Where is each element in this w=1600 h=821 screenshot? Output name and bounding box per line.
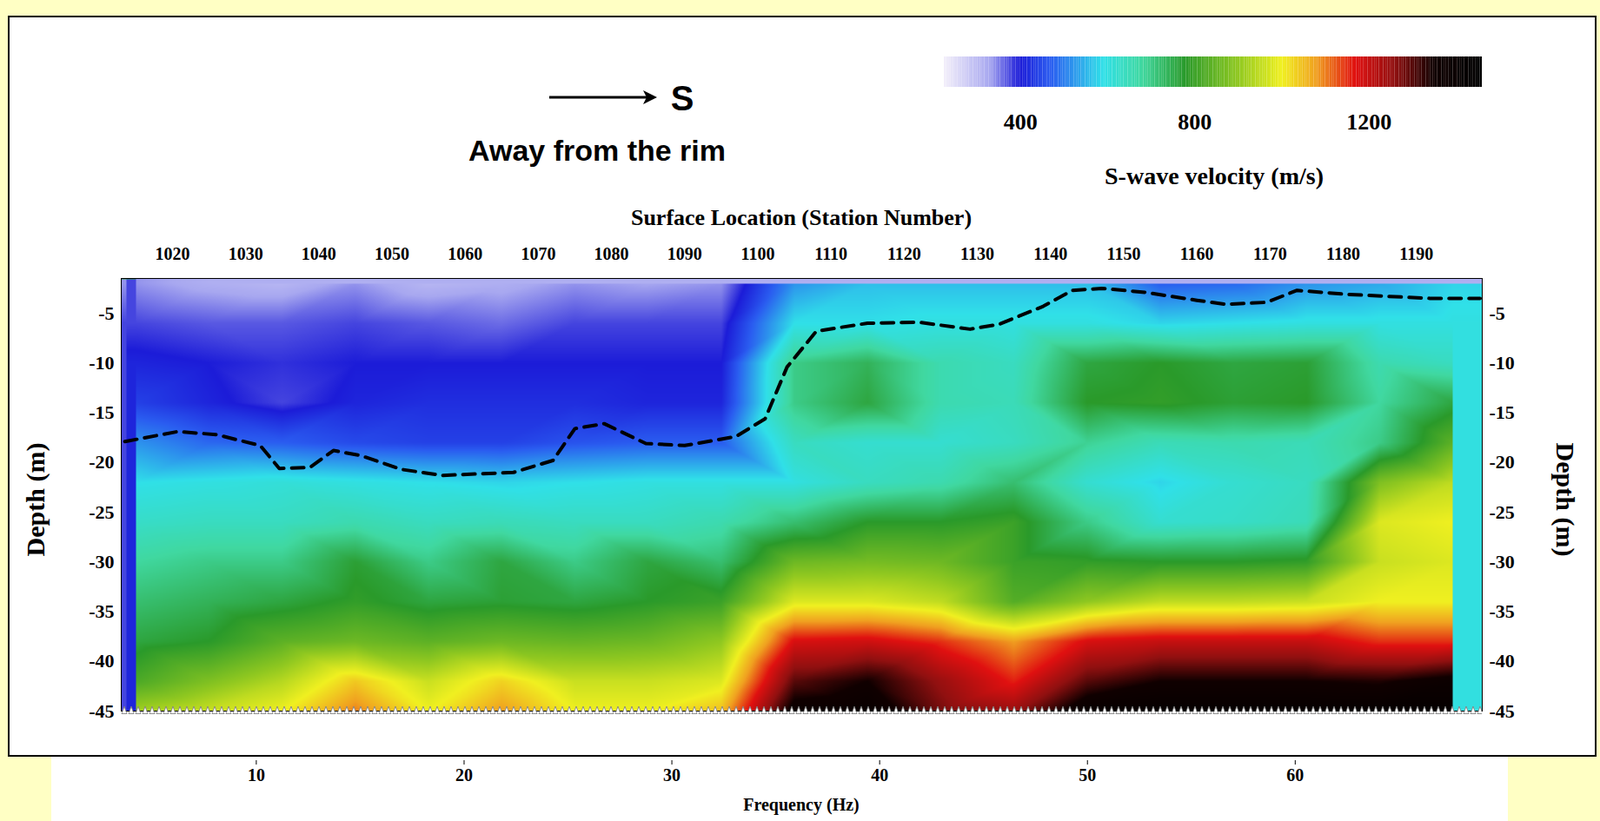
svg-text:-25: -25	[1489, 501, 1515, 524]
svg-text:-5: -5	[98, 302, 114, 325]
svg-text:1020: 1020	[154, 244, 190, 264]
svg-text:-40: -40	[1489, 650, 1515, 672]
svg-text:1180: 1180	[1326, 244, 1361, 264]
svg-text:1060: 1060	[447, 244, 483, 264]
svg-text:1110: 1110	[814, 244, 848, 264]
html-text:S: S	[670, 79, 694, 118]
svg-text:40: 40	[870, 765, 889, 785]
svg-text:-45: -45	[88, 700, 114, 722]
html-text:S-wave velocity (m/s): S-wave velocity (m/s)	[1104, 162, 1324, 190]
svg-text:1100: 1100	[741, 244, 776, 264]
svg-text:1080: 1080	[594, 244, 630, 264]
svg-text:1050: 1050	[374, 244, 410, 264]
svg-text:-35: -35	[1489, 600, 1515, 623]
svg-text:30: 30	[663, 765, 681, 785]
svg-text:1030: 1030	[228, 244, 264, 264]
svg-text:-30: -30	[1489, 551, 1515, 573]
svg-text:1040: 1040	[301, 244, 337, 264]
svg-text:-30: -30	[88, 551, 114, 573]
svg-text:800: 800	[1177, 109, 1212, 135]
svg-text:1200: 1200	[1346, 109, 1392, 135]
svg-text:1160: 1160	[1180, 244, 1215, 264]
svg-text:-20: -20	[1489, 451, 1515, 473]
svg-text:1140: 1140	[1033, 244, 1068, 264]
svg-text:1150: 1150	[1106, 244, 1141, 264]
html-text:Surface Location (Station Numb: Surface Location (Station Number)	[630, 205, 972, 231]
svg-text:1170: 1170	[1253, 244, 1288, 264]
svg-text:-5: -5	[1489, 302, 1506, 325]
svg-text:1120: 1120	[887, 244, 922, 264]
svg-text:1070: 1070	[520, 244, 556, 264]
html-text:Away from the rim: Away from the rim	[468, 133, 726, 167]
svg-text:1190: 1190	[1399, 244, 1434, 264]
svg-text:-45: -45	[1489, 700, 1515, 722]
svg-text:60: 60	[1286, 765, 1304, 785]
svg-text:1130: 1130	[960, 244, 995, 264]
svg-text:-40: -40	[88, 650, 114, 672]
svg-text:-10: -10	[1489, 351, 1515, 374]
html-text:Frequency (Hz): Frequency (Hz)	[743, 795, 860, 815]
html-text:Depth (m): Depth (m)	[20, 442, 50, 557]
svg-text:10: 10	[247, 765, 266, 785]
svg-text:-15: -15	[1489, 401, 1515, 424]
svg-text:-10: -10	[88, 351, 114, 374]
svg-text:20: 20	[455, 765, 473, 785]
svg-text:400: 400	[1003, 109, 1038, 135]
svg-text:-25: -25	[88, 501, 114, 524]
svg-text:-20: -20	[88, 451, 114, 473]
html-text:Depth (m): Depth (m)	[1551, 442, 1581, 557]
svg-text:1090: 1090	[667, 244, 703, 264]
svg-text:50: 50	[1078, 765, 1096, 785]
svg-text:-35: -35	[88, 600, 114, 623]
svg-text:-15: -15	[88, 401, 114, 424]
